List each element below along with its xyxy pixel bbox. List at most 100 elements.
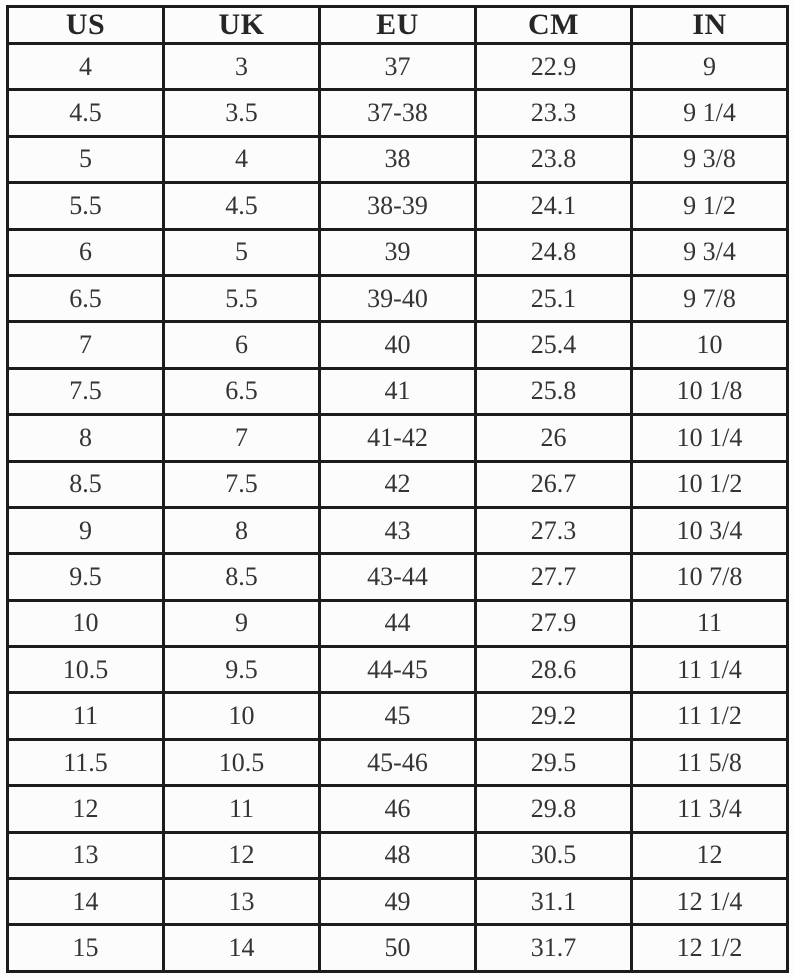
table-cell: 9 [162, 598, 321, 649]
table-cell: 11.5 [6, 737, 165, 788]
table-cell: 4.5 [162, 181, 321, 231]
table-cell: 11 [162, 784, 321, 834]
table-cell: 14 [6, 877, 165, 927]
table-cell: 14 [162, 923, 321, 973]
table-row: 11.5 10.5 45-46 29.5 11 5/8 [6, 737, 789, 788]
table-cell: 11 1/4 [630, 645, 789, 695]
table-cell: 13 [6, 830, 165, 881]
column-header-in: IN [630, 5, 789, 45]
table-cell: 12 [162, 830, 321, 881]
table-row: 11 10 45 29.2 11 1/2 [6, 691, 789, 741]
table-cell: 29.5 [474, 737, 633, 788]
table-cell: 12 1/4 [630, 877, 789, 927]
table-cell: 11 3/4 [630, 784, 789, 834]
table-cell: 7.5 [162, 459, 321, 509]
table-cell: 43-44 [318, 552, 477, 602]
table-cell: 13 [162, 877, 321, 927]
table-cell: 26.7 [474, 459, 633, 509]
table-cell: 22.9 [474, 41, 633, 92]
table-row: 9 8 43 27.3 10 3/4 [6, 505, 789, 556]
table-row: 8 7 41-42 26 10 1/4 [6, 413, 789, 463]
table-cell: 5 [6, 134, 165, 185]
table-cell: 11 1/2 [630, 691, 789, 741]
table-row: 4.5 3.5 37-38 23.3 9 1/4 [6, 88, 789, 138]
table-row: 9.5 8.5 43-44 27.7 10 7/8 [6, 552, 789, 602]
table-cell: 25.4 [474, 320, 633, 370]
table-cell: 30.5 [474, 830, 633, 881]
table-cell: 26 [474, 413, 633, 463]
table-cell: 23.3 [474, 88, 633, 138]
table-cell: 5.5 [162, 273, 321, 324]
table-cell: 31.7 [474, 923, 633, 973]
table-cell: 10 1/8 [630, 366, 789, 417]
table-cell: 49 [318, 877, 477, 927]
table-cell: 3 [162, 41, 321, 92]
table-cell: 4 [162, 134, 321, 185]
table-cell: 5 [162, 227, 321, 277]
table-cell: 10.5 [162, 737, 321, 788]
table-row: 5.5 4.5 38-39 24.1 9 1/2 [6, 181, 789, 231]
table-cell: 8 [6, 413, 165, 463]
table-cell: 4 [6, 41, 165, 92]
column-header-us: US [6, 5, 165, 45]
table-cell: 9 3/4 [630, 227, 789, 277]
table-cell: 9 3/8 [630, 134, 789, 185]
table-cell: 9 [6, 505, 165, 556]
column-header-eu: EU [318, 5, 477, 45]
header-row: US UK EU CM IN [6, 5, 789, 45]
table-row: 6 5 39 24.8 9 3/4 [6, 227, 789, 277]
table-cell: 25.8 [474, 366, 633, 417]
table-cell: 11 [6, 691, 165, 741]
table-cell: 44 [318, 598, 477, 649]
table-cell: 8.5 [162, 552, 321, 602]
table-cell: 48 [318, 830, 477, 881]
table-cell: 40 [318, 320, 477, 370]
table-cell: 24.8 [474, 227, 633, 277]
table-row: 8.5 7.5 42 26.7 10 1/2 [6, 459, 789, 509]
table-cell: 27.3 [474, 505, 633, 556]
table-cell: 9 1/4 [630, 88, 789, 138]
table-cell: 9.5 [6, 552, 165, 602]
column-header-uk: UK [162, 5, 321, 45]
table-cell: 38-39 [318, 181, 477, 231]
table-cell: 10 [162, 691, 321, 741]
table-cell: 10 1/4 [630, 413, 789, 463]
table-cell: 39-40 [318, 273, 477, 324]
shoe-size-conversion-table: US UK EU CM IN 4 3 37 22.9 9 4.5 3.5 37-38 23.3 9 1/4… [6, 5, 789, 973]
table-cell: 7 [6, 320, 165, 370]
table-cell: 31.1 [474, 877, 633, 927]
table-cell: 12 [630, 830, 789, 881]
table-cell: 6.5 [162, 366, 321, 417]
table-cell: 24.1 [474, 181, 633, 231]
table-cell: 12 1/2 [630, 923, 789, 973]
table-cell: 7.5 [6, 366, 165, 417]
table-cell: 38 [318, 134, 477, 185]
table-cell: 15 [6, 923, 165, 973]
table-cell: 10 1/2 [630, 459, 789, 509]
table-cell: 12 [6, 784, 165, 834]
table-row: 15 14 50 31.7 12 1/2 [6, 923, 789, 973]
table-cell: 29.2 [474, 691, 633, 741]
table-cell: 43 [318, 505, 477, 556]
table-row: 4 3 37 22.9 9 [6, 41, 789, 92]
table-row: 14 13 49 31.1 12 1/4 [6, 877, 789, 927]
table-cell: 45-46 [318, 737, 477, 788]
table-cell: 28.6 [474, 645, 633, 695]
table-cell: 5.5 [6, 181, 165, 231]
table-cell: 41 [318, 366, 477, 417]
table-cell: 41-42 [318, 413, 477, 463]
table-cell: 11 5/8 [630, 737, 789, 788]
table-row: 10 9 44 27.9 11 [6, 598, 789, 649]
table-cell: 11 [630, 598, 789, 649]
table-cell: 6.5 [6, 273, 165, 324]
table-cell: 45 [318, 691, 477, 741]
table-cell: 10 7/8 [630, 552, 789, 602]
table-cell: 9 1/2 [630, 181, 789, 231]
column-header-cm: CM [474, 5, 633, 45]
table-cell: 37 [318, 41, 477, 92]
table-cell: 9 7/8 [630, 273, 789, 324]
table-cell: 9 [630, 41, 789, 92]
table-cell: 8.5 [6, 459, 165, 509]
table-cell: 8 [162, 505, 321, 556]
